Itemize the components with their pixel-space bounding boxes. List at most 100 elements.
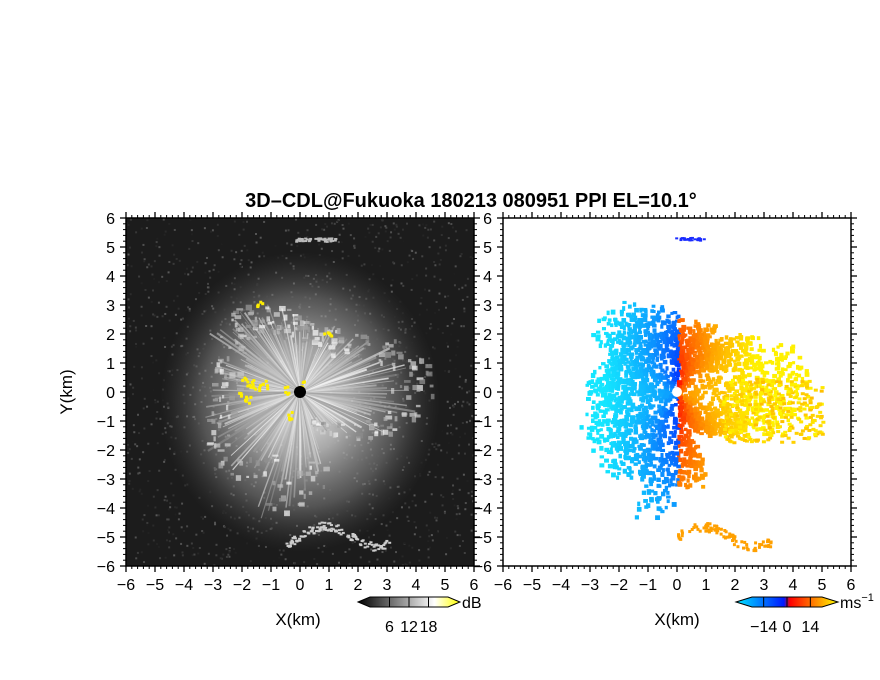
velocity-pixel bbox=[656, 496, 662, 501]
velocity-pixel bbox=[627, 455, 631, 461]
velocity-pixel bbox=[700, 405, 706, 411]
echo-patch bbox=[253, 323, 258, 329]
velocity-pixel bbox=[758, 397, 763, 403]
velocity-pixel bbox=[625, 393, 631, 399]
noise-speckle bbox=[280, 553, 283, 556]
velocity-pixel bbox=[743, 365, 749, 370]
echo-patch bbox=[245, 324, 251, 328]
velocity-pixel bbox=[662, 338, 667, 343]
velocity-pixel bbox=[592, 438, 597, 444]
noise-speckle bbox=[444, 244, 447, 247]
velocity-pixel bbox=[668, 455, 673, 461]
velocity-pixel bbox=[585, 383, 590, 387]
velocity-pixel bbox=[804, 372, 810, 377]
velocity-pixel bbox=[653, 390, 657, 395]
velocity-pixel bbox=[606, 401, 611, 406]
velocity-pixel bbox=[661, 391, 666, 396]
velocity-pixel bbox=[609, 362, 614, 366]
velocity-pixel bbox=[678, 327, 682, 333]
noise-speckle bbox=[336, 220, 339, 223]
echo-arc-bottom bbox=[300, 535, 304, 538]
velocity-pixel bbox=[656, 340, 661, 346]
velocity-pixel bbox=[579, 425, 584, 430]
echo-patch bbox=[344, 348, 350, 351]
velocity-pixel bbox=[645, 377, 650, 383]
velocity-pixel bbox=[604, 395, 609, 399]
echo-patch bbox=[299, 490, 304, 495]
velocity-pixel bbox=[689, 371, 694, 377]
velocity-pixel bbox=[621, 318, 627, 323]
noise-speckle bbox=[202, 531, 205, 534]
velocity-pixel bbox=[626, 323, 632, 327]
echo-patch bbox=[228, 346, 232, 349]
noise-speckle bbox=[397, 232, 400, 235]
velocity-pixel bbox=[702, 390, 708, 395]
velocity-pixel bbox=[618, 340, 624, 345]
velocity-pixel bbox=[776, 362, 781, 368]
echo-arc-bottom bbox=[328, 528, 332, 531]
velocity-pixel bbox=[665, 366, 669, 371]
velocity-pixel bbox=[610, 443, 616, 448]
noise-speckle bbox=[173, 554, 176, 557]
echo-streak bbox=[299, 377, 389, 393]
echo-arc-bottom bbox=[374, 544, 378, 547]
noise-speckle bbox=[458, 544, 461, 547]
noise-speckle bbox=[447, 295, 450, 298]
echo-streak bbox=[299, 336, 310, 393]
velocity-pixel bbox=[619, 379, 625, 384]
noise-speckle bbox=[172, 299, 175, 302]
velocity-pixel bbox=[634, 406, 638, 412]
echo-patch bbox=[219, 414, 223, 419]
velocity-pixel bbox=[687, 443, 691, 447]
velocity-pixel bbox=[680, 416, 686, 421]
velocity-pixel bbox=[743, 403, 749, 407]
noise-speckle bbox=[168, 531, 171, 534]
velocity-pixel bbox=[743, 362, 748, 368]
echo-patch bbox=[365, 339, 370, 346]
velocity-pixel bbox=[747, 435, 752, 439]
echo-patch bbox=[419, 379, 426, 385]
noise-speckle bbox=[429, 511, 432, 514]
velocity-pixel bbox=[626, 352, 630, 356]
velocity-pixel bbox=[617, 432, 621, 436]
noise-speckle bbox=[466, 479, 469, 482]
velocity-pixel bbox=[709, 359, 713, 364]
velocity-pixel bbox=[675, 422, 680, 427]
echo-patch bbox=[211, 411, 215, 416]
echo-arc-bottom bbox=[352, 535, 356, 538]
velocity-pixel bbox=[671, 367, 676, 372]
velocity-pixel bbox=[627, 333, 631, 337]
echo-arc-bottom bbox=[329, 524, 333, 527]
y-tick-label: 4 bbox=[106, 269, 115, 286]
velocity-pixel bbox=[633, 462, 638, 466]
velocity-pixel bbox=[606, 340, 610, 345]
noise-speckle bbox=[372, 533, 375, 536]
velocity-pixel bbox=[669, 388, 674, 393]
noise-speckle bbox=[451, 492, 454, 495]
velocity-pixel bbox=[744, 343, 749, 348]
echo-streak bbox=[267, 391, 301, 458]
noise-speckle bbox=[438, 263, 441, 266]
echo-patch bbox=[331, 338, 338, 344]
velocity-pixel bbox=[661, 425, 666, 431]
noise-speckle bbox=[233, 258, 236, 261]
noise-speckle bbox=[142, 407, 145, 410]
noise-speckle bbox=[257, 544, 260, 547]
velocity-pixel bbox=[628, 341, 633, 345]
velocity-pixel bbox=[671, 372, 676, 378]
noise-speckle bbox=[179, 283, 182, 286]
echo-patch bbox=[384, 352, 392, 358]
velocity-pixel bbox=[658, 444, 663, 450]
noise-speckle bbox=[134, 342, 137, 345]
velocity-pixel bbox=[735, 417, 741, 423]
velocity-pixel bbox=[651, 323, 657, 328]
velocity-pixel bbox=[730, 349, 735, 354]
noise-speckle bbox=[156, 489, 159, 492]
velocity-pixel bbox=[753, 399, 758, 404]
noise-speckle bbox=[453, 504, 456, 507]
noise-speckle bbox=[415, 526, 418, 529]
noise-speckle bbox=[318, 243, 321, 246]
velocity-pixel bbox=[626, 360, 631, 364]
velocity-pixel bbox=[676, 478, 680, 483]
echo-patch bbox=[269, 328, 276, 334]
